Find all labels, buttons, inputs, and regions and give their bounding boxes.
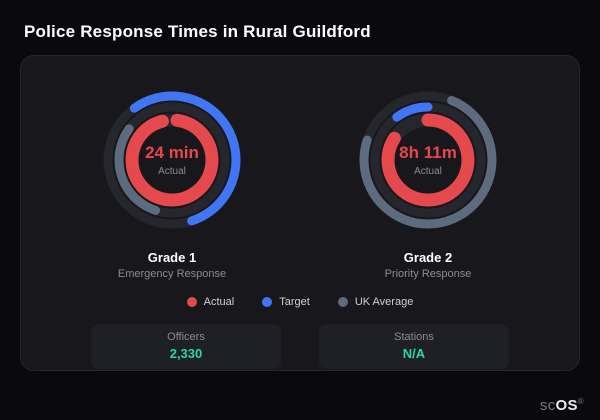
- gauge-subtitle: Emergency Response: [117, 268, 227, 280]
- scos-logo: scOS®: [540, 397, 584, 414]
- stat-stations: Stations N/A: [319, 324, 509, 369]
- gauge-subtitle: Priority Response: [384, 268, 472, 280]
- legend-dot-target: [262, 297, 273, 307]
- stats-row: Officers 2,330 Stations N/A: [41, 324, 559, 369]
- gauge-grade-1: 24 min Actual Grade 1 Emergency Response: [47, 80, 297, 280]
- stat-label: Officers: [167, 331, 205, 343]
- legend: Actual Target UK Average: [41, 296, 559, 308]
- response-times-card: 24 min Actual Grade 1 Emergency Response…: [20, 55, 580, 371]
- gauge-grade-2-rings-wrap: 8h 11m Actual: [348, 80, 508, 240]
- legend-label: UK Average: [354, 296, 414, 308]
- stat-label: Stations: [394, 331, 434, 343]
- page-title: Police Response Times in Rural Guildford: [24, 22, 371, 41]
- legend-dot-uk-average: [337, 297, 348, 307]
- stat-officers: Officers 2,330: [91, 324, 281, 369]
- registered-mark: ®: [577, 397, 584, 406]
- stat-value: N/A: [402, 346, 426, 361]
- legend-item-uk-average: UK Average: [337, 296, 414, 308]
- scos-logo-suffix: OS: [555, 397, 578, 414]
- legend-item-actual: Actual: [186, 296, 235, 308]
- gauge-grade-1-rings-wrap: 24 min Actual: [92, 80, 252, 240]
- legend-label: Actual: [203, 296, 235, 308]
- gauges-row: 24 min Actual Grade 1 Emergency Response…: [41, 80, 559, 280]
- gauge-title: Grade 1: [147, 250, 197, 265]
- gauge-title: Grade 2: [403, 250, 453, 265]
- stat-value: 2,330: [169, 346, 203, 361]
- gauge-grade-2-rings: [359, 91, 497, 229]
- legend-item-target: Target: [262, 296, 310, 308]
- legend-label: Target: [279, 296, 310, 308]
- legend-dot-actual: [186, 297, 197, 307]
- gauge-grade-1-rings: [103, 91, 241, 229]
- scos-logo-prefix: sc: [539, 397, 556, 414]
- gauge-grade-2: 8h 11m Actual Grade 2 Priority Response: [303, 80, 553, 280]
